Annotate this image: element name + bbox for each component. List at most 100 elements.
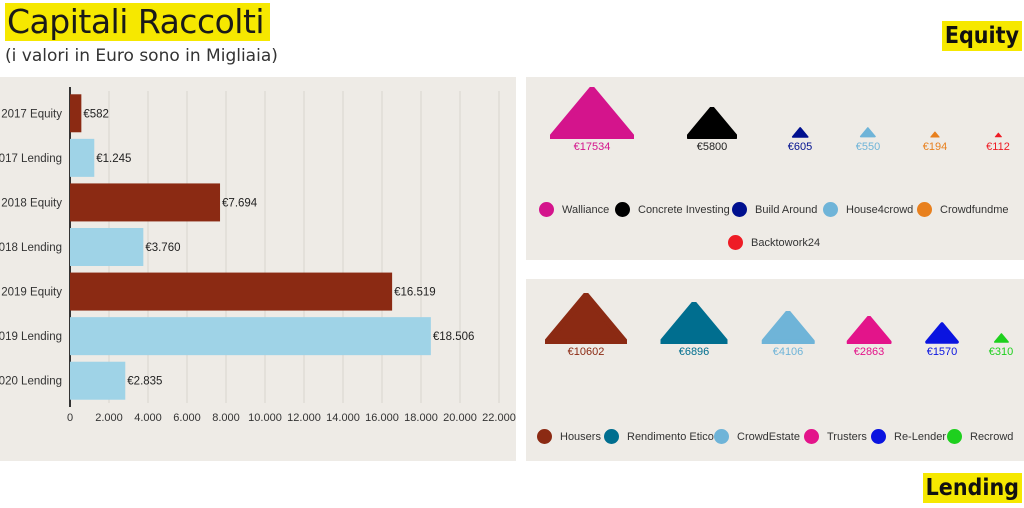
bar-value-label: €18.506 [433, 331, 475, 343]
legend-item: Crowdfundme [917, 202, 1008, 217]
x-tick-label: 12.000 [287, 412, 321, 424]
triangle-shape [846, 315, 892, 344]
triangle-value-label: €10602 [567, 345, 605, 358]
legend-item: Recrowd [947, 429, 1013, 444]
bar [70, 94, 82, 133]
triangle-value-label: €6896 [678, 345, 710, 358]
legend-swatch [604, 429, 619, 444]
page-title: Capitali Raccolti [5, 3, 271, 41]
triangle-shape [994, 132, 1002, 138]
triangle-item: €10602 [545, 293, 627, 358]
legend-label: Build Around [755, 203, 818, 216]
triangle-mark [761, 310, 815, 344]
triangle-shape [993, 333, 1009, 343]
legend-label: Concrete Investing [638, 203, 730, 216]
bar-value-label: €3.760 [145, 242, 180, 254]
bar-value-label: €1.245 [96, 153, 131, 165]
triangle-value-label: €550 [855, 140, 881, 153]
x-tick-label: 6.000 [173, 412, 201, 424]
equity-platforms-panel: €17534 Walliance €5800 Concrete Investing €6… [526, 77, 1024, 260]
page-subtitle: (i valori in Euro sono in Migliaia) [5, 46, 278, 66]
lending-tag: Lending [922, 473, 1022, 503]
legend-item: Walliance [539, 202, 609, 217]
x-tick-label: 16.000 [365, 412, 399, 424]
bar [70, 317, 431, 356]
legend-label: Housers [560, 430, 601, 443]
x-tick-label: 2.000 [95, 412, 123, 424]
legend-item: Backtowork24 [728, 235, 820, 250]
triangle-mark [550, 87, 634, 139]
x-tick-label: 0 [67, 412, 73, 424]
equity-tag: Equity [941, 21, 1022, 51]
legend-swatch [539, 202, 554, 217]
bar-value-label: €2.835 [127, 376, 162, 388]
triangle-value-label: €1570 [926, 345, 958, 358]
x-tick-label: 14.000 [326, 412, 360, 424]
legend-item: Housers [537, 429, 601, 444]
legend-label: Re-Lender [894, 430, 946, 443]
legend-swatch [947, 429, 962, 444]
triangle-item: €605 [788, 126, 812, 153]
legend-label: Rendimento Etico [627, 430, 714, 443]
triangle-value-label: €2863 [853, 345, 885, 358]
category-label: 2018 Lending [0, 242, 62, 254]
legend-swatch [537, 429, 552, 444]
legend-swatch [615, 202, 630, 217]
bar [70, 272, 393, 311]
legend-swatch [714, 429, 729, 444]
legend-item: Trusters [804, 429, 867, 444]
triangle-item: €17534 [550, 87, 634, 153]
lending-platforms-panel: €10602 Housers €6896 Rendimento Etico €4106 C… [526, 279, 1024, 461]
legend-swatch [804, 429, 819, 444]
triangle-item: €2863 [846, 315, 892, 358]
triangle-value-label: €5800 [696, 140, 728, 153]
triangle-mark [660, 302, 728, 344]
legend-swatch [732, 202, 747, 217]
bar-value-label: €16.519 [394, 287, 436, 299]
triangle-mark [545, 293, 627, 344]
legend-item: Re-Lender [871, 429, 946, 444]
x-tick-label: 4.000 [134, 412, 162, 424]
legend-swatch [871, 429, 886, 444]
triangle-shape [687, 107, 737, 139]
x-tick-label: 10.000 [248, 412, 282, 424]
triangle-mark [791, 127, 809, 138]
legend-label: Backtowork24 [751, 236, 821, 249]
triangle-item: €5800 [687, 107, 737, 153]
bar-value-label: €7.694 [222, 197, 258, 209]
triangle-shape [860, 127, 876, 138]
triangle-item: €6896 [660, 302, 728, 358]
triangle-item: €4106 [761, 310, 815, 358]
triangle-mark [930, 131, 940, 138]
bar [70, 228, 144, 266]
legend-swatch [917, 202, 932, 217]
legend-item: Build Around [732, 202, 817, 217]
legend-swatch [823, 202, 838, 217]
triangle-value-label: €605 [787, 140, 813, 153]
triangle-shape [761, 310, 815, 344]
legend-swatch [728, 235, 743, 250]
triangle-shape [791, 127, 809, 138]
x-tick-label: 20.000 [443, 412, 477, 424]
triangle-value-label: €194 [922, 140, 948, 153]
category-label: 2018 Equity [1, 197, 62, 209]
triangle-value-label: €17534 [573, 141, 611, 153]
triangle-value-label: €310 [988, 345, 1014, 358]
triangle-value-label: €112 [986, 140, 1010, 153]
bar-chart: 0 2.000 4.000 6.000 8.000 10.000 12.000 14.000 1… [0, 87, 516, 424]
legend-item: Concrete Investing [615, 202, 730, 217]
bar [70, 361, 126, 400]
triangle-mark [993, 333, 1009, 343]
category-label: 2019 Lending [0, 331, 62, 343]
bar [70, 138, 95, 177]
category-label: 2017 Equity [1, 108, 62, 120]
bar [70, 183, 221, 222]
x-tick-label: 8.000 [212, 412, 240, 424]
triangle-shape [550, 87, 634, 139]
triangle-item: €310 [989, 332, 1013, 358]
triangle-mark [687, 107, 737, 139]
legend-item: Rendimento Etico [604, 429, 714, 444]
triangle-shape [930, 131, 940, 138]
triangle-item: €1570 [925, 322, 959, 358]
legend-label: House4crowd [846, 203, 914, 216]
